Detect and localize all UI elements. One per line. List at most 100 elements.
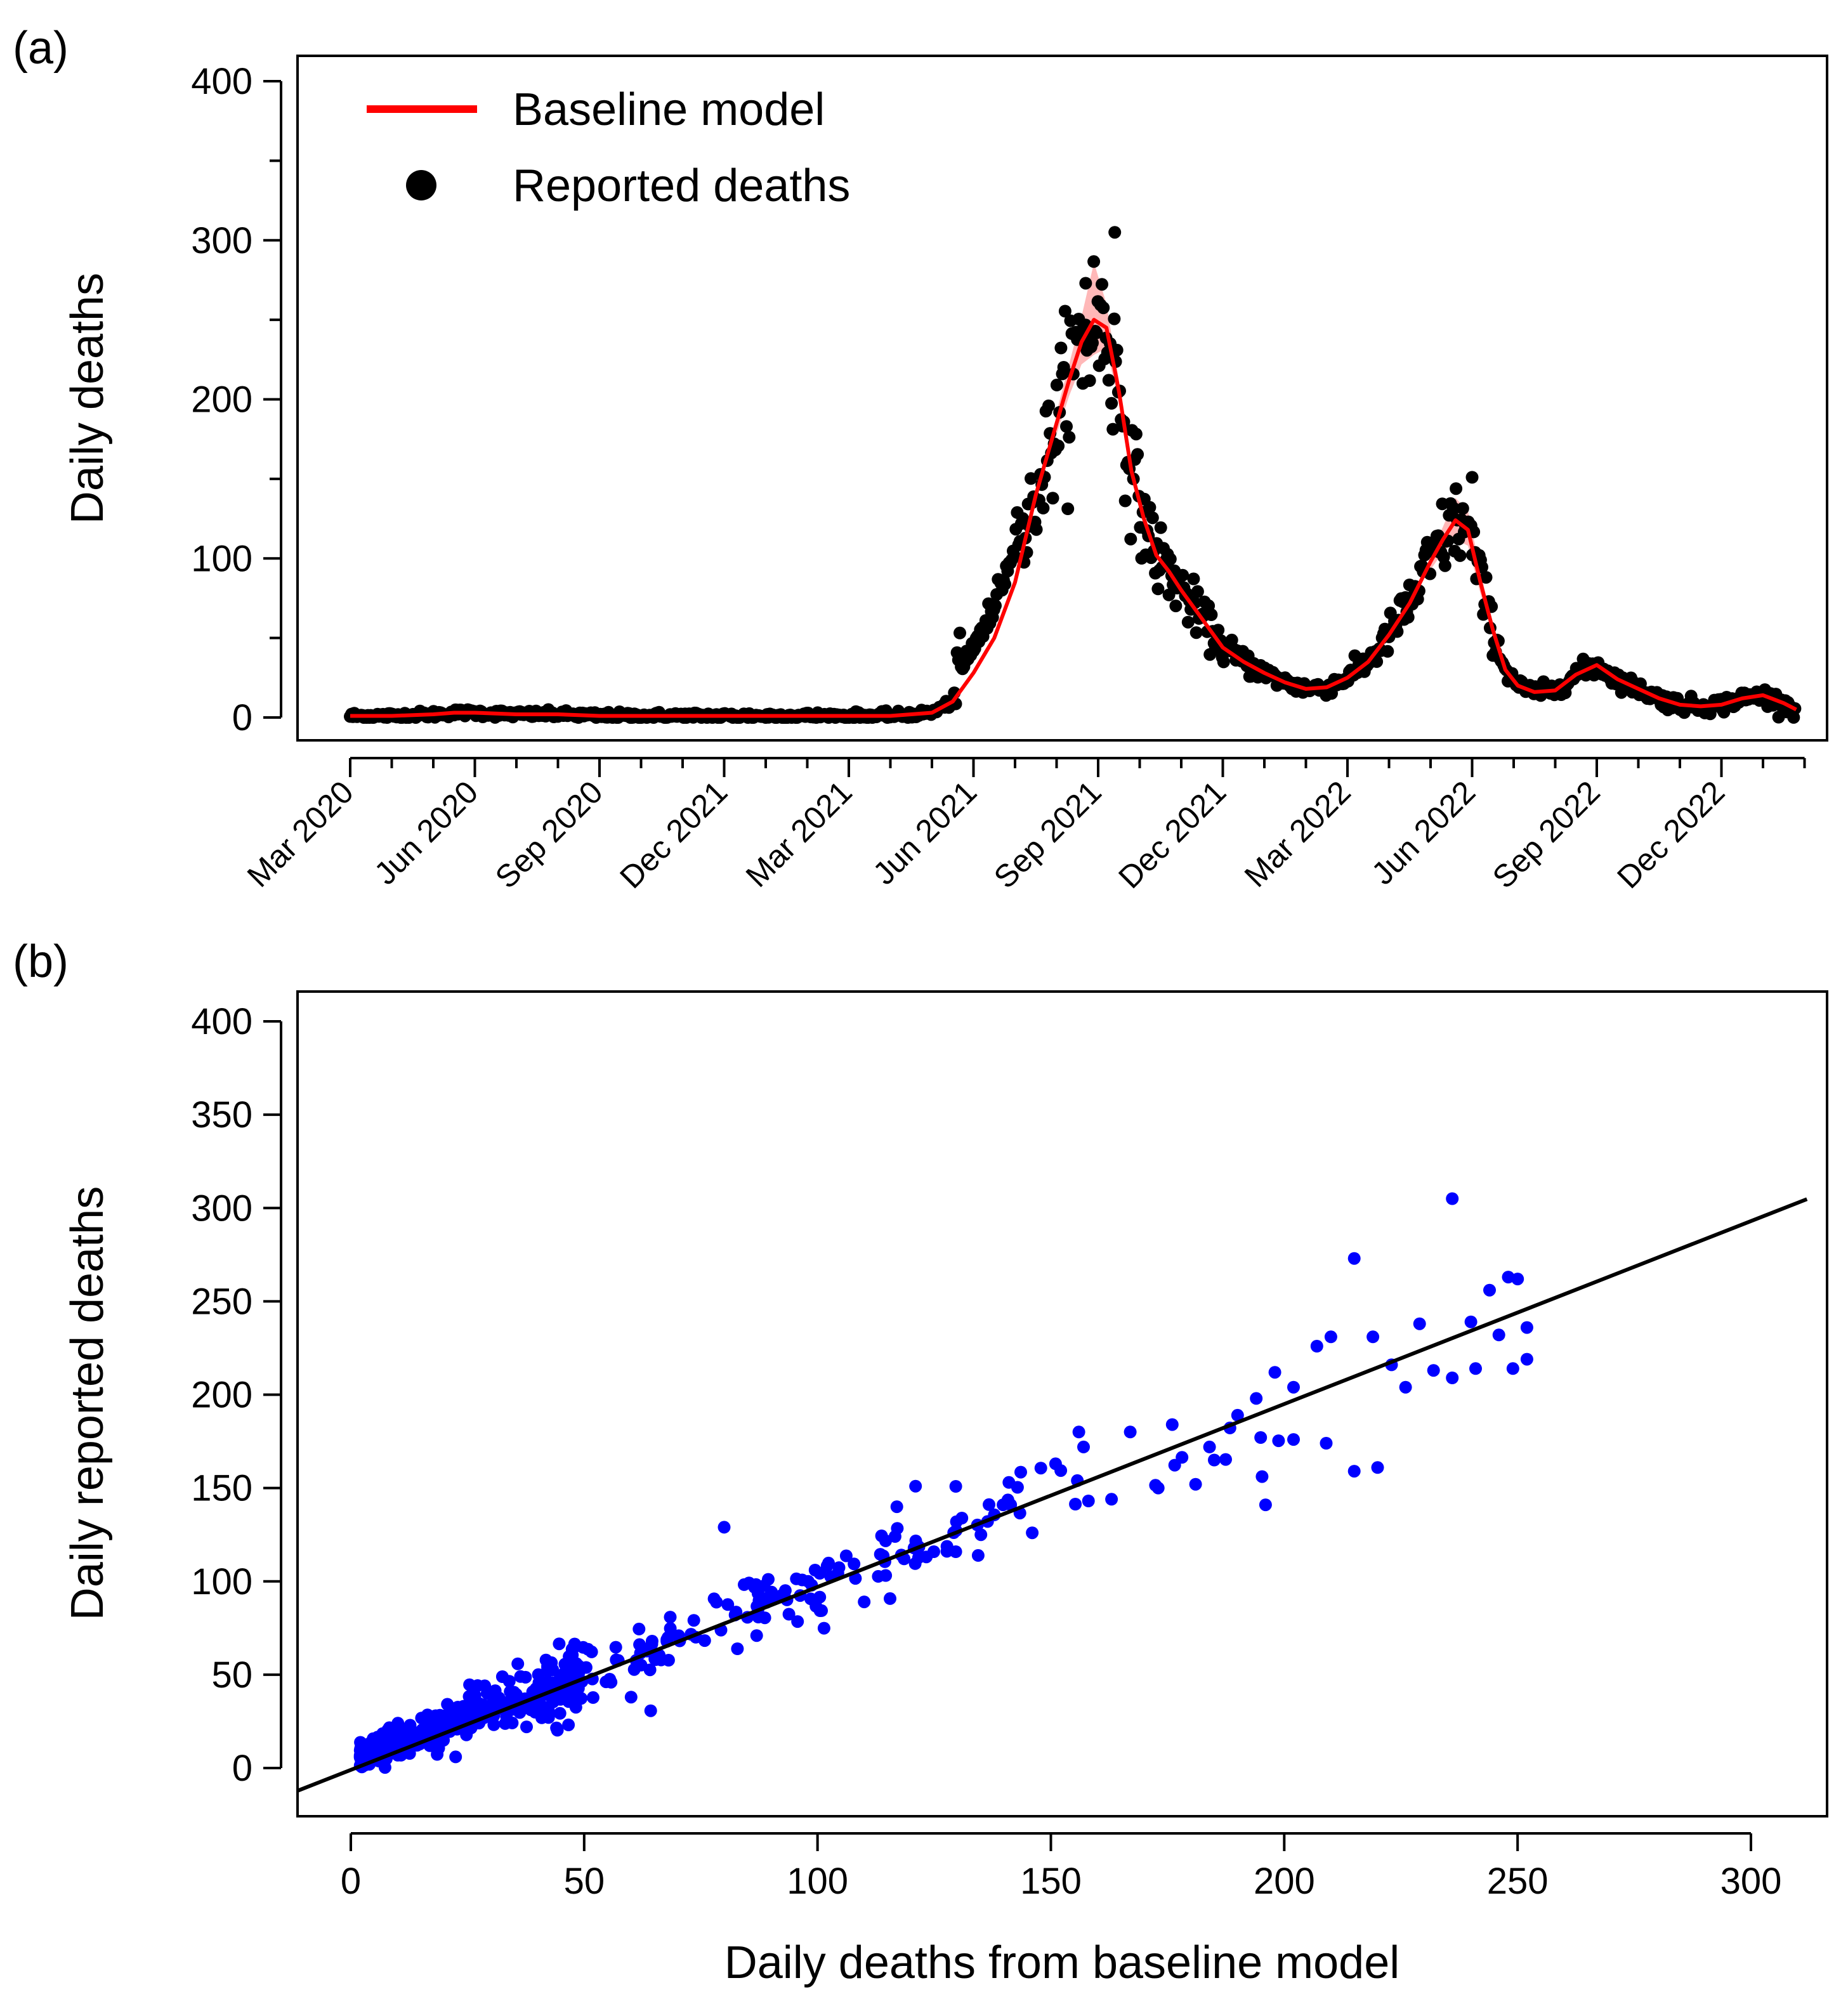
reported-death-point: [1446, 501, 1460, 514]
baseline-model-curve: [350, 318, 1797, 718]
scatter-point: [403, 1719, 417, 1732]
scatter-point: [839, 1549, 853, 1562]
y-tick-label-a: 200: [191, 379, 252, 421]
scatter-point-outer: [1287, 1380, 1300, 1394]
scatter-point: [586, 1691, 600, 1704]
legend-point-swatch: [406, 170, 436, 200]
fit-line: [298, 1197, 1808, 1793]
scatter-point: [1176, 1451, 1189, 1464]
reported-death-point: [1212, 624, 1225, 637]
reported-death-point: [1060, 420, 1073, 433]
reported-death-point: [1046, 492, 1059, 505]
scatter-point-outer: [1165, 1418, 1179, 1431]
scatter-point: [884, 1592, 896, 1605]
x-tick-label-a: Sep 2022: [1486, 774, 1607, 895]
x-tick-label-a: Sep 2020: [488, 774, 610, 895]
scatter-point: [791, 1615, 804, 1628]
scatter-point-outer: [1310, 1340, 1323, 1353]
x-tick-label-a: Mar 2022: [1238, 774, 1358, 894]
reported-death-point: [1143, 501, 1157, 514]
scatter-point: [478, 1679, 492, 1693]
plot-frame-a: [296, 55, 1828, 742]
uncertainty-band-sep-2021: [1056, 262, 1144, 524]
scatter-point-outer: [1483, 1283, 1496, 1297]
scatter-point: [721, 1598, 735, 1611]
scatter-point: [511, 1657, 525, 1670]
scatter-point-outer: [1287, 1433, 1300, 1446]
scatter-point: [687, 1614, 700, 1627]
y-axis-a: 0 100 200 300 400: [191, 61, 282, 738]
scatter-point: [1034, 1462, 1047, 1475]
reported-death-point: [1108, 312, 1121, 325]
scatter-point: [664, 1611, 677, 1624]
reported-death-point: [1453, 549, 1467, 562]
reported-death-point: [1146, 511, 1159, 525]
reported-death-point: [1169, 599, 1183, 613]
scatter-point-outer: [1399, 1380, 1412, 1394]
plot-frame-b: [296, 990, 1828, 1818]
panel-b: (b) 0 50 100 150 200 250 300 350 400 0 50 100 150 20…: [13, 936, 1828, 1988]
scatter-point-outer: [1151, 1481, 1165, 1495]
scatter-point: [1001, 1493, 1014, 1507]
scatter-point: [550, 1721, 563, 1734]
scatter-point: [605, 1675, 618, 1689]
scatter-point: [1254, 1431, 1268, 1444]
panel-a-label: (a): [13, 23, 69, 74]
reported-death-point: [1037, 501, 1050, 514]
reported-death-point: [1191, 585, 1204, 598]
reported-death-point: [1097, 301, 1110, 315]
x-tick-label-a: Dec 2022: [1610, 774, 1731, 895]
x-tick-label-a: Mar 2020: [240, 774, 360, 894]
reported-death-point: [1083, 374, 1096, 387]
x-tick-label-a: Mar 2021: [739, 774, 859, 894]
scatter-point: [808, 1564, 822, 1576]
scatter-point: [624, 1691, 638, 1704]
scatter-point: [562, 1719, 575, 1731]
scatter-point-outer: [1371, 1461, 1384, 1474]
scatter-point-outer: [1446, 1192, 1459, 1205]
reported-death-point: [1054, 341, 1068, 355]
scatter-point-outer: [1124, 1425, 1137, 1439]
scatter-point: [1255, 1470, 1269, 1483]
scatter-point-outer: [1413, 1317, 1426, 1330]
scatter-point-outer: [1049, 1457, 1062, 1471]
reported-death-point: [1102, 374, 1115, 387]
scatter-point: [822, 1556, 835, 1569]
scatter-point-outer: [1347, 1252, 1361, 1265]
scatter-point: [731, 1642, 744, 1655]
scatter-point: [758, 1611, 771, 1625]
scatter-point: [569, 1701, 582, 1714]
scatter-point-outer: [718, 1521, 731, 1534]
y-tick-label-a: 100: [191, 538, 252, 579]
scatter-point: [809, 1600, 823, 1613]
scatter-point: [526, 1685, 539, 1698]
reported-death-point: [1205, 608, 1218, 621]
scatter-point-outer: [1268, 1366, 1281, 1379]
scatter-point-outer: [1506, 1362, 1519, 1375]
scatter-point: [423, 1721, 436, 1734]
scatter-point: [645, 1635, 659, 1647]
reported-death-point: [1063, 431, 1076, 444]
scatter-point: [632, 1622, 646, 1635]
scatter-point: [644, 1704, 657, 1717]
scatter-point: [506, 1716, 519, 1729]
y-tick-label-b: 400: [191, 1001, 252, 1042]
scatter-point: [1272, 1434, 1285, 1448]
scatter-point: [848, 1557, 861, 1571]
y-tick-label-b: 250: [191, 1281, 252, 1322]
scatter-point-outer: [909, 1479, 922, 1493]
reported-death-point: [1105, 396, 1118, 410]
reported-death-point: [1381, 645, 1394, 658]
scatter-point: [504, 1685, 517, 1698]
scatter-point: [1082, 1495, 1095, 1507]
scatter-point: [541, 1665, 554, 1678]
x-tick-label-b: 100: [787, 1861, 848, 1902]
scatter-point: [748, 1581, 761, 1594]
scatter-point-outer: [1105, 1493, 1118, 1506]
reported-death-point: [1087, 255, 1101, 268]
x-axis-a: Mar 2020 Jun 2020 Sep 2020 Dec 2021 Mar 2021…: [240, 757, 1806, 895]
baseline-model-line: [350, 318, 1797, 718]
reported-death-point: [1217, 655, 1230, 669]
scatter-point: [710, 1595, 723, 1609]
